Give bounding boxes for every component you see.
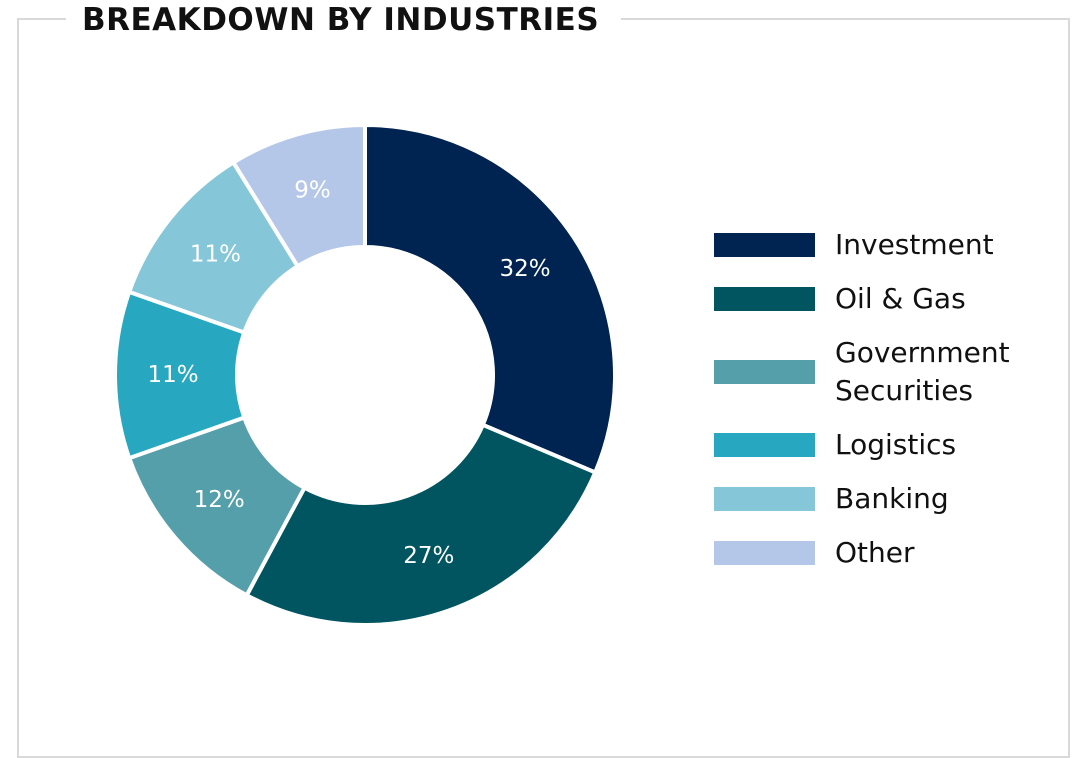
legend-swatch bbox=[714, 287, 815, 311]
donut-slices bbox=[113, 122, 617, 627]
legend-item-investment: Investment bbox=[714, 226, 1054, 264]
legend-label: Banking bbox=[835, 482, 949, 515]
legend-swatch bbox=[714, 541, 815, 565]
legend-item-banking: Banking bbox=[714, 480, 1054, 518]
donut-slice-investment bbox=[363, 122, 617, 476]
legend-swatch bbox=[714, 360, 815, 384]
chart-title: BREAKDOWN BY INDUSTRIES bbox=[82, 2, 600, 38]
chart-legend: Investment Oil & Gas Government Securities… bbox=[714, 226, 1054, 588]
legend-label: Investment bbox=[835, 228, 994, 261]
donut-value-labels: 32% 27% 12% 11% 11% 9% bbox=[147, 177, 550, 569]
value-label-logistics: 11% bbox=[147, 362, 198, 388]
value-label-banking: 11% bbox=[190, 242, 241, 268]
legend-item-oil-gas: Oil & Gas bbox=[714, 280, 1054, 318]
legend-label: Other bbox=[835, 536, 915, 569]
value-label-government-securities: 12% bbox=[194, 487, 245, 513]
legend-label: Logistics bbox=[835, 428, 957, 461]
legend-item-logistics: Logistics bbox=[714, 426, 1054, 464]
legend-item-government-securities: Government Securities bbox=[714, 334, 1054, 410]
legend-item-other: Other bbox=[714, 534, 1054, 572]
donut-slice-other bbox=[230, 122, 367, 269]
legend-label: Government Securities bbox=[835, 336, 1010, 407]
donut-chart: 32% 27% 12% 11% 11% 9% bbox=[113, 122, 617, 627]
legend-label: Oil & Gas bbox=[835, 282, 966, 315]
value-label-investment: 32% bbox=[499, 256, 550, 282]
value-label-oil-gas: 27% bbox=[403, 543, 454, 569]
value-label-other: 9% bbox=[294, 177, 331, 203]
legend-swatch bbox=[714, 433, 815, 457]
donut-slice-oil-gas bbox=[244, 422, 598, 627]
legend-swatch bbox=[714, 487, 815, 511]
title-container: BREAKDOWN BY INDUSTRIES bbox=[66, 0, 622, 40]
legend-swatch bbox=[714, 233, 815, 257]
